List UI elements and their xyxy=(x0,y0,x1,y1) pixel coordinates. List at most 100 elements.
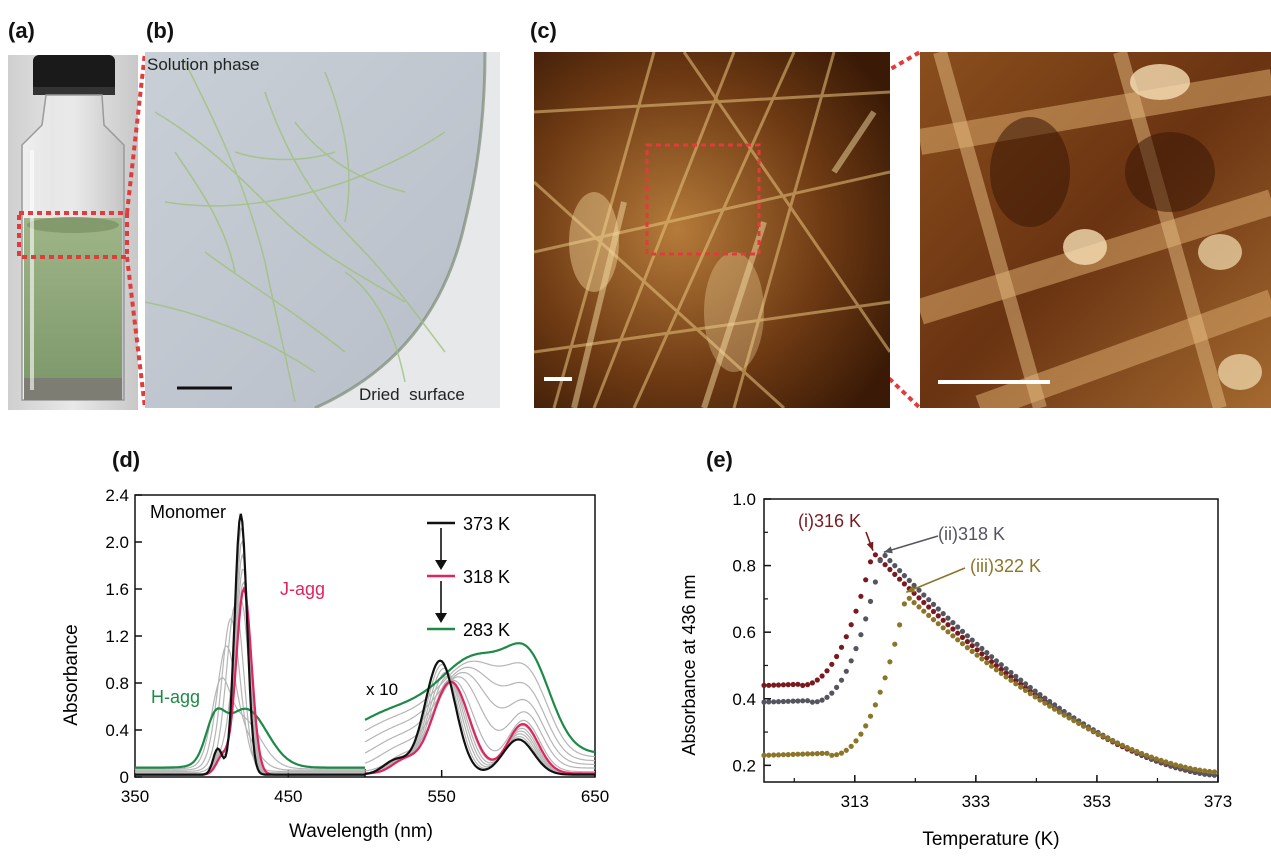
chart-e-point xyxy=(969,637,975,643)
chart-e-point xyxy=(964,639,970,645)
panel-label-b: (b) xyxy=(146,18,175,43)
chart-e-point xyxy=(1206,768,1213,775)
chart-e-point xyxy=(1022,687,1029,693)
chart-e-point xyxy=(853,646,859,652)
chart-e-point xyxy=(1027,691,1033,697)
chart-e-point xyxy=(824,750,830,756)
chart-e-point xyxy=(1192,766,1198,772)
chart-e-point xyxy=(785,682,791,688)
panel-label-e: (e) xyxy=(706,447,733,472)
chart-e-annotation-arrow xyxy=(905,567,966,593)
chart-e-point xyxy=(1114,740,1121,746)
chart-e-ytick-label: 1.0 xyxy=(732,490,756,509)
solution-phase-label: Solution phase xyxy=(147,55,260,74)
chart-e-point xyxy=(814,699,820,705)
chart-e-point xyxy=(993,662,999,669)
chart-e-point xyxy=(814,751,820,757)
chart-e-point xyxy=(897,576,903,582)
chart-e-point xyxy=(935,606,941,612)
chart-e-point xyxy=(959,641,966,647)
panel-label-c: (c) xyxy=(530,18,557,43)
chart-e-point xyxy=(916,604,922,610)
chart-e-point xyxy=(921,599,927,606)
chart-e-point xyxy=(901,601,907,607)
chart-e-point xyxy=(838,750,845,756)
chart-e-point xyxy=(766,699,772,705)
chart-e-point xyxy=(1047,698,1053,705)
chart-e-point xyxy=(993,658,999,664)
chart-e-point xyxy=(897,568,903,574)
chart-e-point xyxy=(1056,705,1062,711)
chart-e-point xyxy=(979,651,985,657)
chart-e-xtick-label: 373 xyxy=(1204,792,1232,811)
chart-e-point xyxy=(921,608,927,614)
chart-d-xtick-label: 650 xyxy=(581,787,609,806)
chart-e-annotation-arrow xyxy=(883,535,939,554)
chart-e-point xyxy=(1168,760,1174,766)
chart-e-point xyxy=(819,750,825,756)
chart-e-point xyxy=(775,682,782,688)
chart-e-point xyxy=(1003,674,1009,680)
chart-e-point xyxy=(838,644,845,650)
chart-e-point xyxy=(848,622,854,628)
chart-e-point xyxy=(1139,750,1145,757)
chart-e-point xyxy=(930,608,937,615)
chart-e-point xyxy=(834,752,840,758)
chart-e-point xyxy=(785,698,791,704)
afm-image-zoom xyxy=(920,52,1271,408)
chart-e-point xyxy=(1071,718,1077,724)
chart-e-point xyxy=(809,680,815,686)
chart-e-point xyxy=(863,723,869,729)
chart-e-point xyxy=(979,645,985,652)
chart-d-gray-trace xyxy=(135,676,365,770)
zoom-box-a xyxy=(17,211,129,259)
chart-d-xtick-label: 450 xyxy=(274,787,302,806)
chart-d-ylabel: Absorbance xyxy=(61,624,82,725)
micrograph-b: Solution phase Dried surface xyxy=(145,52,500,408)
chart-e-point xyxy=(1008,677,1014,683)
chart-e-point xyxy=(809,699,815,705)
legend-arrow-head xyxy=(435,613,447,623)
chart-e-point xyxy=(1105,736,1111,742)
chart-e-point xyxy=(1163,759,1169,765)
chart-e-point xyxy=(829,661,835,667)
chart-e-point xyxy=(974,652,980,658)
chart-e-point xyxy=(805,682,811,688)
chart-e-point xyxy=(959,628,966,634)
chart-e-xtick-label: 333 xyxy=(962,792,990,811)
chart-e-point xyxy=(1119,742,1125,748)
chart-e-point xyxy=(1027,684,1033,691)
chart-e-point xyxy=(901,573,907,579)
chart-e-point xyxy=(838,677,845,683)
chart-e-point xyxy=(1047,703,1053,709)
chart-d-series-373k-q xyxy=(364,659,595,776)
chart-e-point xyxy=(829,752,835,758)
chart-e-point xyxy=(1187,765,1193,771)
chart-e-point xyxy=(771,699,777,705)
chart-e-point xyxy=(766,752,772,758)
chart-e-point xyxy=(775,699,782,705)
chart-e-point xyxy=(858,731,864,737)
chart-e-point xyxy=(979,656,985,662)
chart-e-point xyxy=(867,559,874,565)
chart-e-point xyxy=(800,698,806,704)
chart-e-point xyxy=(1052,702,1058,708)
chart-e-point xyxy=(800,682,806,688)
chart-e-point xyxy=(906,595,912,601)
chart-e-ytick-label: 0.2 xyxy=(732,756,756,775)
chart-e-point xyxy=(1197,767,1203,773)
chart-e-point xyxy=(892,563,898,569)
chart-e-point xyxy=(989,654,995,660)
chart-e-point xyxy=(824,668,830,674)
fiber-network xyxy=(145,61,446,403)
chart-e-point xyxy=(867,713,874,719)
chart-e-point xyxy=(926,612,932,618)
chart-e-point xyxy=(1032,688,1038,694)
afm-image-overview xyxy=(534,52,890,408)
chart-e-point xyxy=(955,624,961,630)
chart-e-point xyxy=(882,552,888,559)
chart-e-point xyxy=(950,626,956,632)
chart-e-point xyxy=(950,633,956,639)
chart-e-point xyxy=(1211,769,1217,775)
annotation-monomer: Monomer xyxy=(150,502,226,522)
